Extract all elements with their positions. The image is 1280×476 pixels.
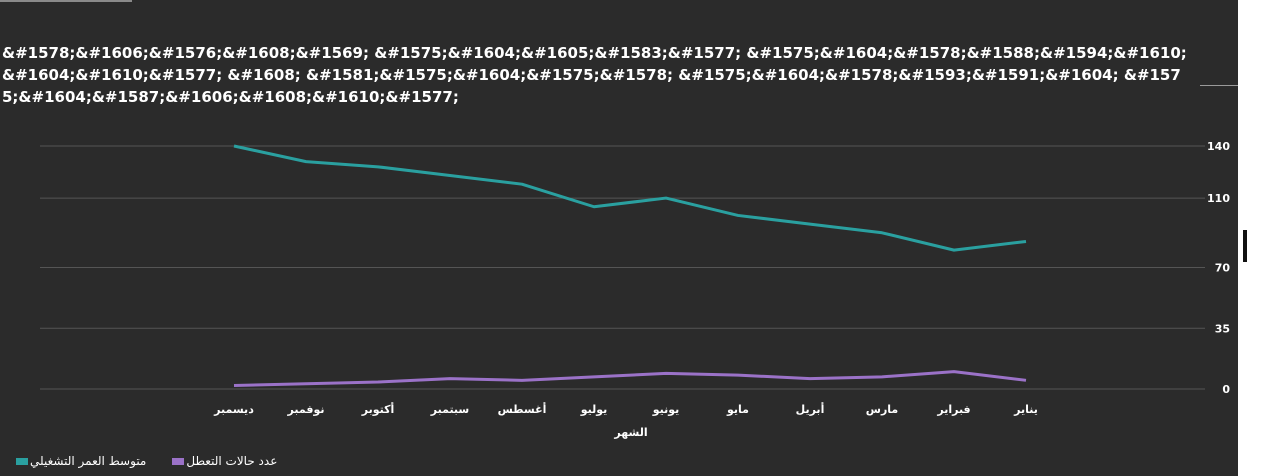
scrollbar-thumb[interactable] [1243, 230, 1247, 262]
legend-swatch-purple [172, 457, 185, 465]
x-tick-label: فبراير [936, 403, 970, 416]
x-tick-label: أبريل [796, 402, 825, 416]
y-axis-ticks: 0 35 70 110 140 [1207, 140, 1230, 396]
x-axis-ticks: يناير فبراير مارس أبريل مايو يونيو يوليو أغسطس س… [213, 402, 1038, 416]
top-tab-indicator [0, 0, 132, 2]
x-tick-label: يناير [1013, 403, 1038, 416]
legend-item-failures[interactable]: عدد حالات التعطل [172, 454, 277, 468]
x-tick-label: يوليو [580, 403, 608, 416]
legend-label-operating-life: متوسط العمر التشغيلي [30, 454, 147, 468]
x-tick-label: سبتمبر [430, 403, 470, 416]
x-tick-label: نوفمبر [287, 403, 325, 416]
x-tick-label: يونيو [652, 403, 680, 416]
series-line-1[interactable] [233, 370, 1027, 388]
chart-title: &#1578;&#1606;&#1576;&#1608;&#1569; &#15… [2, 44, 1187, 106]
y-tick-label: 70 [1215, 262, 1231, 275]
x-tick-label: ديسمبر [213, 403, 254, 416]
y-tick-label: 140 [1207, 140, 1230, 153]
legend-item-operating-life[interactable]: متوسط العمر التشغيلي [16, 454, 146, 468]
legend-label-failures: عدد حالات التعطل [186, 454, 278, 468]
x-tick-label: مايو [726, 403, 749, 416]
y-tick-label: 110 [1207, 192, 1230, 205]
x-tick-label: أغسطس [498, 402, 547, 416]
x-tick-label: أكتوبر [361, 402, 395, 416]
series-lines [233, 144, 1027, 388]
gridlines [40, 145, 1205, 390]
x-tick-label: مارس [866, 403, 898, 416]
legend-swatch-teal [16, 457, 28, 465]
legend: متوسط العمر التشغيلي عدد حالات التعطل [16, 452, 277, 470]
y-tick-label: 0 [1222, 383, 1230, 396]
y-tick-label: 35 [1215, 322, 1230, 335]
line-chart: 0 35 70 110 140 يناير فبراير مارس أبريل مايو يوني… [40, 140, 1230, 439]
x-axis-title: الشهر [613, 426, 647, 439]
series-line-0[interactable] [233, 144, 1027, 252]
title-divider [1200, 85, 1248, 86]
